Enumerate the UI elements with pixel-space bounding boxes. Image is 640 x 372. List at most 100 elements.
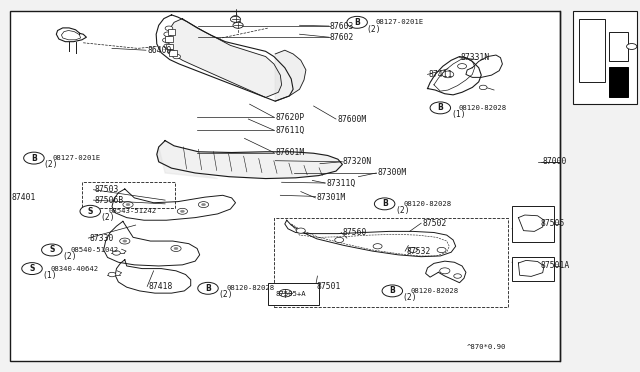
Polygon shape [518,215,544,231]
Circle shape [382,285,403,297]
Text: 87611Q: 87611Q [275,126,305,135]
Text: (1): (1) [451,110,466,119]
Circle shape [234,20,241,24]
Bar [10,11,560,361]
Text: 87503: 87503 [95,185,119,194]
Text: 87331N: 87331N [461,53,490,62]
Polygon shape [275,50,306,101]
Circle shape [120,238,130,244]
Text: S: S [88,207,93,216]
Polygon shape [518,260,544,276]
Polygon shape [104,221,200,266]
Circle shape [279,289,292,297]
Circle shape [374,198,395,210]
Polygon shape [157,141,342,179]
Polygon shape [428,57,481,95]
Circle shape [174,247,178,250]
Text: B: B [31,154,36,163]
Text: (2): (2) [366,25,381,34]
Bar [82,182,175,208]
Circle shape [165,26,173,31]
Text: 87501A: 87501A [541,262,570,270]
Text: 87532: 87532 [406,247,431,256]
Bar [165,36,173,42]
Circle shape [458,64,467,69]
Circle shape [180,210,184,212]
Text: (2): (2) [218,291,233,299]
Text: (2): (2) [100,214,115,222]
Circle shape [408,247,417,253]
Circle shape [113,251,120,255]
Bar [166,44,173,49]
Circle shape [163,38,170,42]
Polygon shape [285,220,456,257]
Text: 87602: 87602 [330,33,354,42]
Bar [609,67,628,97]
Circle shape [126,203,130,206]
Circle shape [171,246,181,251]
Text: 87411: 87411 [429,70,453,79]
Circle shape [232,16,239,20]
Text: 87603: 87603 [330,22,354,31]
Bar [579,19,605,82]
Polygon shape [156,15,293,101]
Circle shape [80,205,100,217]
Text: 87505: 87505 [541,219,565,228]
Text: 87300M: 87300M [378,169,407,177]
Circle shape [479,85,487,90]
Text: 87506B: 87506B [95,196,124,205]
Circle shape [108,272,116,277]
Text: S: S [29,264,35,273]
Text: 86400: 86400 [147,46,172,55]
Text: 08543-51242: 08543-51242 [109,208,157,214]
Polygon shape [157,147,218,179]
Circle shape [198,282,218,294]
Text: S: S [49,246,54,254]
Text: 08120-82028: 08120-82028 [459,105,507,111]
Polygon shape [466,55,502,77]
Text: 87301M: 87301M [317,193,346,202]
Circle shape [454,274,461,278]
Circle shape [173,54,180,59]
Bar [573,11,637,104]
Text: B: B [390,286,395,295]
Text: (2): (2) [62,252,77,261]
Text: 87620P: 87620P [275,113,305,122]
Text: 08120-82028: 08120-82028 [411,288,459,294]
Text: B: B [355,18,360,27]
Bar [274,218,508,307]
Bar [268,283,319,305]
Text: 08127-0201E: 08127-0201E [52,155,100,161]
Text: 87505+A: 87505+A [275,291,306,297]
Text: 87401: 87401 [12,193,36,202]
Circle shape [430,102,451,114]
Circle shape [198,202,209,208]
Text: 87600M: 87600M [338,115,367,124]
Text: (1): (1) [42,271,57,280]
Circle shape [22,263,42,275]
Text: 87601M: 87601M [275,148,305,157]
Circle shape [123,240,127,242]
Text: (2): (2) [43,160,58,169]
Circle shape [164,32,172,36]
Text: B: B [382,199,387,208]
Text: B: B [438,103,443,112]
Circle shape [347,16,367,28]
Bar [512,206,554,242]
Text: 87311Q: 87311Q [326,179,356,187]
Bar [609,32,628,61]
Circle shape [440,268,450,274]
Circle shape [24,152,44,164]
Circle shape [177,208,188,214]
Circle shape [42,244,62,256]
Text: 87502: 87502 [422,219,447,228]
Circle shape [202,203,205,206]
Polygon shape [168,19,282,97]
Text: 08127-0201E: 08127-0201E [376,19,424,25]
Circle shape [164,44,172,48]
Polygon shape [426,261,466,283]
Text: ^870*0.90: ^870*0.90 [467,344,507,350]
Circle shape [123,202,133,208]
Text: B: B [205,284,211,293]
Text: 08540-51042: 08540-51042 [70,247,118,253]
